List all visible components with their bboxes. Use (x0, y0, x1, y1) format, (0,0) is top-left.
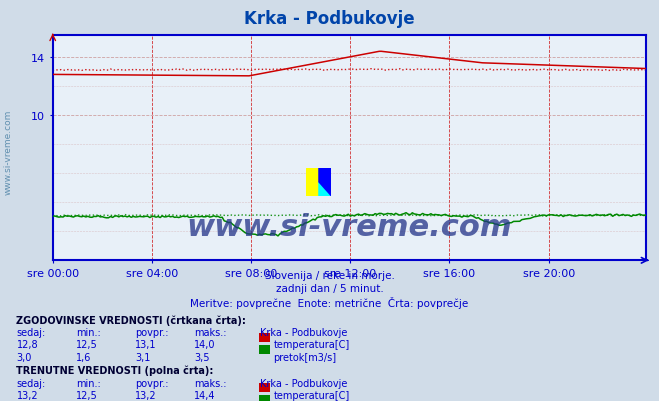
Text: 12,5: 12,5 (76, 390, 98, 400)
Text: 12,8: 12,8 (16, 340, 38, 350)
Text: www.si-vreme.com: www.si-vreme.com (186, 213, 512, 241)
Text: Krka - Podbukovje: Krka - Podbukovje (260, 328, 348, 338)
Text: ZGODOVINSKE VREDNOSTI (črtkana črta):: ZGODOVINSKE VREDNOSTI (črtkana črta): (16, 315, 246, 325)
Text: Krka - Podbukovje: Krka - Podbukovje (244, 10, 415, 28)
Text: 3,5: 3,5 (194, 352, 210, 362)
Polygon shape (319, 182, 331, 196)
Text: povpr.:: povpr.: (135, 378, 169, 388)
Text: 1,6: 1,6 (76, 352, 91, 362)
Text: 3,1: 3,1 (135, 352, 150, 362)
Text: Slovenija / reke in morje.: Slovenija / reke in morje. (264, 271, 395, 281)
Text: 14,4: 14,4 (194, 390, 216, 400)
Text: zadnji dan / 5 minut.: zadnji dan / 5 minut. (275, 284, 384, 294)
Text: sedaj:: sedaj: (16, 378, 45, 388)
Text: maks.:: maks.: (194, 328, 227, 338)
Text: Meritve: povprečne  Enote: metrične  Črta: povprečje: Meritve: povprečne Enote: metrične Črta:… (190, 296, 469, 308)
Text: povpr.:: povpr.: (135, 328, 169, 338)
Text: 3,0: 3,0 (16, 352, 32, 362)
Polygon shape (319, 168, 331, 196)
Text: 14,0: 14,0 (194, 340, 216, 350)
Polygon shape (306, 168, 319, 196)
Text: 13,1: 13,1 (135, 340, 157, 350)
Text: min.:: min.: (76, 328, 101, 338)
Text: Krka - Podbukovje: Krka - Podbukovje (260, 378, 348, 388)
Text: sedaj:: sedaj: (16, 328, 45, 338)
Text: TRENUTNE VREDNOSTI (polna črta):: TRENUTNE VREDNOSTI (polna črta): (16, 365, 214, 375)
Text: maks.:: maks.: (194, 378, 227, 388)
Text: 13,2: 13,2 (135, 390, 157, 400)
Text: pretok[m3/s]: pretok[m3/s] (273, 352, 337, 362)
Text: min.:: min.: (76, 378, 101, 388)
Text: temperatura[C]: temperatura[C] (273, 340, 350, 350)
Text: 12,5: 12,5 (76, 340, 98, 350)
Text: www.si-vreme.com: www.si-vreme.com (4, 110, 13, 195)
Text: temperatura[C]: temperatura[C] (273, 390, 350, 400)
Text: 13,2: 13,2 (16, 390, 38, 400)
